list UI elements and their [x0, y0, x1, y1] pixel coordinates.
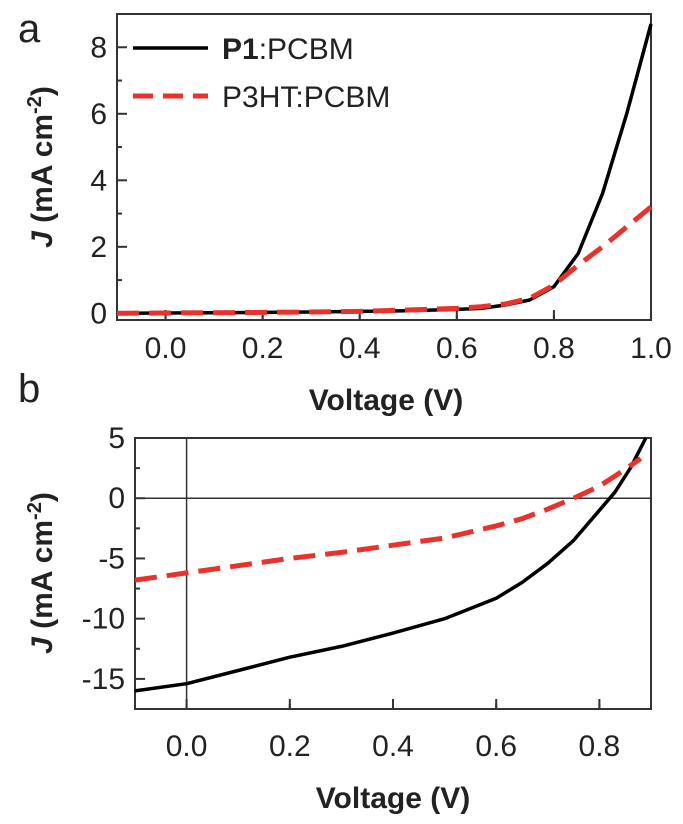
panel-a-xtick-label: 0.0	[145, 332, 187, 365]
panel-a-legend: P1:PCBM P3HT:PCBM	[133, 33, 390, 114]
panel-a-xtick-label: 0.2	[242, 332, 284, 365]
panel-a-plot-frame	[116, 13, 652, 321]
panel-b-ytick-label: -10	[82, 603, 125, 636]
panel-a: a 0.0 0.2 0.4 0.6 0.8 1.0 0 2 4 6 8 P1:PCBM P3HT:PC…	[18, 7, 672, 417]
panel-b-xtick-label: 0.8	[579, 730, 621, 763]
panel-b-ticks: 0.0 0.2 0.4 0.6 0.8 5 0 -5 -10 -15	[82, 422, 621, 763]
panel-a-letter: a	[18, 7, 41, 51]
legend-label: P1:PCBM	[222, 33, 354, 66]
panel-b-xtick-label: 0.2	[269, 730, 311, 763]
panel-b-series-p1-pcbm	[134, 437, 648, 693]
panel-b-plot-frame	[134, 437, 652, 710]
panel-a-ticks: 0.0 0.2 0.4 0.6 0.8 1.0 0 2 4 6 8	[90, 31, 672, 365]
panel-b-letter: b	[18, 367, 40, 411]
panel-b-xtick-label: 0.0	[166, 730, 208, 763]
panel-b: b 0.0 0.2 0.4 0.6 0.850-5-10-15 Voltage (V) …	[18, 367, 652, 815]
panel-b-xtick-label: 0.4	[372, 730, 414, 763]
panel-a-series	[116, 23, 653, 316]
panel-a-ytick-label: 6	[90, 98, 107, 131]
panel-a-xlabel: Voltage (V)	[309, 384, 463, 417]
panel-b-series-p3ht-pcbm	[134, 456, 643, 583]
panel-a-series-p3ht-pcbm	[116, 204, 653, 316]
panel-b-xlabel: Voltage (V)	[316, 782, 470, 815]
panel-a-ytick-label: 0	[90, 297, 107, 330]
panel-b-xtick-label: 0.6	[475, 730, 517, 763]
panel-b-ytick-label: -5	[98, 542, 125, 575]
panel-a-ytick-label: 4	[90, 164, 107, 197]
panel-a-ylabel: J (mA cm-2)	[24, 86, 59, 248]
legend-label: P3HT:PCBM	[222, 81, 390, 114]
panel-b-ylabel: J (mA cm-2)	[24, 492, 59, 654]
panel-a-xtick-label: 1.0	[630, 332, 672, 365]
panel-a-ytick-label: 8	[90, 31, 107, 64]
panel-b-series	[134, 437, 651, 709]
panel-b-ytick-label: 0	[108, 482, 125, 515]
panel-b-ytick-label: -15	[82, 663, 125, 696]
panel-a-series-p1-pcbm	[116, 23, 653, 316]
panel-b-ytick-label: 5	[108, 422, 125, 455]
panel-a-xtick-label: 0.6	[436, 332, 478, 365]
panel-a-xtick-label: 0.8	[533, 332, 575, 365]
panel-a-xtick-label: 0.4	[339, 332, 381, 365]
panel-a-ytick-label: 2	[90, 231, 107, 264]
